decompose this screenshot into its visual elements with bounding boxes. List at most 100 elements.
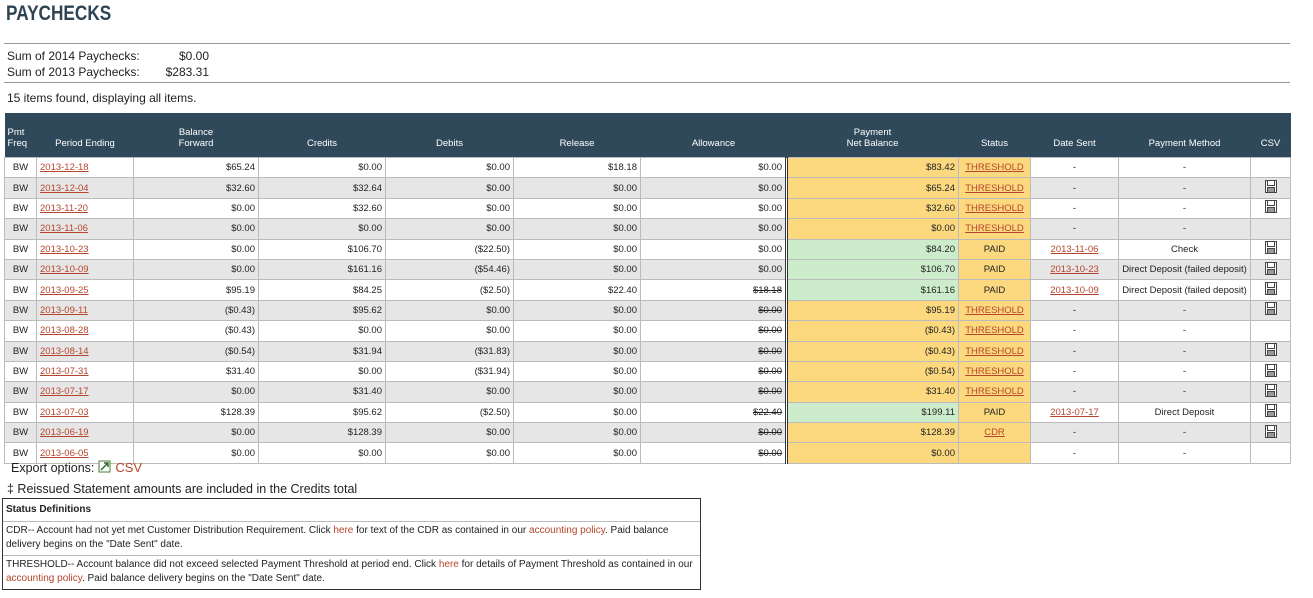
table-cell: ($0.43) xyxy=(785,340,959,362)
cell-link[interactable]: THRESHOLD xyxy=(965,345,1024,357)
table-cell: ($31.83) xyxy=(385,340,514,362)
table-cell: THRESHOLD xyxy=(958,177,1031,199)
table-cell: BW xyxy=(4,258,37,281)
csv-icon[interactable] xyxy=(1264,200,1277,214)
table-cell: - xyxy=(1118,197,1251,220)
export-csv-link[interactable]: CSV xyxy=(115,460,143,475)
table-cell: $0.00 xyxy=(640,197,787,220)
cell-link[interactable]: 2013-11-06 xyxy=(1050,243,1099,255)
cell-text: $0.00 xyxy=(613,406,637,418)
definition-text: for text of the CDR as contained in our xyxy=(353,525,530,536)
cell-link[interactable]: 2013-10-23 xyxy=(40,243,89,255)
cell-link[interactable]: THRESHOLD xyxy=(965,386,1024,398)
table-cell: - xyxy=(1030,156,1119,179)
cell-link[interactable]: THRESHOLD xyxy=(965,325,1024,337)
csv-icon[interactable] xyxy=(1264,241,1277,255)
cell-text: Direct Deposit xyxy=(1154,406,1215,418)
cell-link[interactable]: 2013-08-28 xyxy=(40,325,89,337)
csv-cell xyxy=(1250,320,1291,342)
table-cell: $0.00 xyxy=(640,340,787,362)
table-cell: $0.00 xyxy=(513,299,641,322)
cell-link[interactable]: 2013-06-05 xyxy=(40,447,89,459)
status-definitions: Status Definitions CDR-- Account had not… xyxy=(2,498,701,590)
cell-link[interactable]: 2013-09-11 xyxy=(40,304,88,316)
csv-icon[interactable] xyxy=(1264,343,1277,357)
cell-link[interactable]: THRESHOLD xyxy=(965,304,1024,316)
table-cell: Direct Deposit (failed deposit) xyxy=(1118,279,1251,301)
cell-link[interactable]: 2013-07-31 xyxy=(40,366,89,378)
definition-link[interactable]: here xyxy=(438,559,459,570)
cell-text: ($54.46) xyxy=(474,264,510,276)
table-cell: $31.40 xyxy=(133,360,259,383)
cell-link[interactable]: 2013-07-03 xyxy=(40,406,89,418)
cell-text: $0.00 xyxy=(758,447,782,459)
table-cell: $199.11 xyxy=(785,401,959,424)
cell-link[interactable]: 2013-10-09 xyxy=(1050,284,1099,296)
cell-link[interactable]: THRESHOLD xyxy=(965,366,1024,378)
csv-icon[interactable] xyxy=(1264,302,1277,316)
table-cell: $95.19 xyxy=(785,299,959,322)
cell-link[interactable]: THRESHOLD xyxy=(965,202,1024,214)
table-cell: 2013-12-18 xyxy=(36,156,134,179)
cell-link[interactable]: 2013-07-17 xyxy=(40,386,89,398)
cell-link[interactable]: THRESHOLD xyxy=(965,182,1024,194)
cell-text: $0.00 xyxy=(613,366,637,378)
definition-link[interactable]: accounting policy xyxy=(529,525,605,536)
table-cell: BW xyxy=(4,156,37,179)
csv-icon[interactable] xyxy=(1264,383,1277,397)
column-header-text: Allowance xyxy=(691,138,736,149)
table-cell: THRESHOLD xyxy=(958,320,1031,342)
table-cell: $31.40 xyxy=(785,381,959,403)
table-cell: - xyxy=(1030,299,1119,322)
table-cell: $128.39 xyxy=(133,401,259,424)
column-header-text: Forward xyxy=(178,138,214,149)
export-icon xyxy=(98,460,111,473)
definition-link[interactable]: accounting policy xyxy=(6,573,82,584)
table-cell: $106.70 xyxy=(258,238,386,260)
cell-link[interactable]: 2013-11-06 xyxy=(40,223,88,235)
cell-link[interactable]: 2013-08-14 xyxy=(40,345,89,357)
csv-icon[interactable] xyxy=(1264,180,1277,194)
table-cell: $95.19 xyxy=(133,279,259,301)
cell-link[interactable]: 2013-12-04 xyxy=(40,182,89,194)
column-header-text: Payment xyxy=(853,127,892,138)
cell-link[interactable]: 2013-11-20 xyxy=(40,202,88,214)
table-cell: $0.00 xyxy=(640,320,787,342)
table-cell: $65.24 xyxy=(133,156,259,179)
table-row: BW 2013-07-17 $0.00 $31.40 $0.00 $0.00 $0.00 $3… xyxy=(4,381,1291,403)
cell-link[interactable]: THRESHOLD xyxy=(965,162,1024,174)
cell-text: $0.00 xyxy=(613,243,637,255)
cell-text: BW xyxy=(12,427,29,439)
table-cell: BW xyxy=(4,218,37,240)
cell-link[interactable]: 2013-10-09 xyxy=(40,264,89,276)
cell-link[interactable]: THRESHOLD xyxy=(965,223,1024,235)
table-cell: 2013-06-05 xyxy=(36,442,134,464)
cell-text: BW xyxy=(12,162,29,174)
cell-text: $0.00 xyxy=(486,447,510,459)
cell-link[interactable]: 2013-10-23 xyxy=(1050,264,1099,276)
csv-icon[interactable] xyxy=(1264,261,1277,275)
csv-icon[interactable] xyxy=(1264,404,1277,418)
table-cell: 2013-10-09 xyxy=(36,258,134,281)
table-row: BW 2013-06-05 $0.00 $0.00 $0.00 $0.00 $0.00 $0.… xyxy=(4,442,1291,464)
definition-link[interactable]: here xyxy=(333,525,354,536)
csv-icon[interactable] xyxy=(1264,424,1277,438)
summary-amount: $283.31 xyxy=(165,65,209,79)
cell-link[interactable]: 2013-06-19 xyxy=(40,427,89,439)
cell-text: Check xyxy=(1171,243,1198,255)
cell-link[interactable]: 2013-12-18 xyxy=(40,162,89,174)
column-header: Payment Net Balance xyxy=(786,113,959,158)
cell-link[interactable]: 2013-09-25 xyxy=(40,284,89,296)
csv-icon[interactable] xyxy=(1264,363,1277,377)
cell-text: PAID xyxy=(983,284,1006,296)
cell-link[interactable]: 2013-07-17 xyxy=(1050,406,1099,418)
cell-link[interactable]: CDR xyxy=(984,427,1005,439)
cell-text: - xyxy=(1072,304,1077,316)
table-cell: $0.00 xyxy=(385,381,514,403)
column-header-text: Net Balance xyxy=(846,138,899,149)
cell-text: $0.00 xyxy=(613,182,637,194)
column-header-text: Payment Method xyxy=(1148,138,1221,149)
cell-text: $0.00 xyxy=(358,162,382,174)
table-cell: BW xyxy=(4,320,37,342)
csv-icon[interactable] xyxy=(1264,282,1277,296)
